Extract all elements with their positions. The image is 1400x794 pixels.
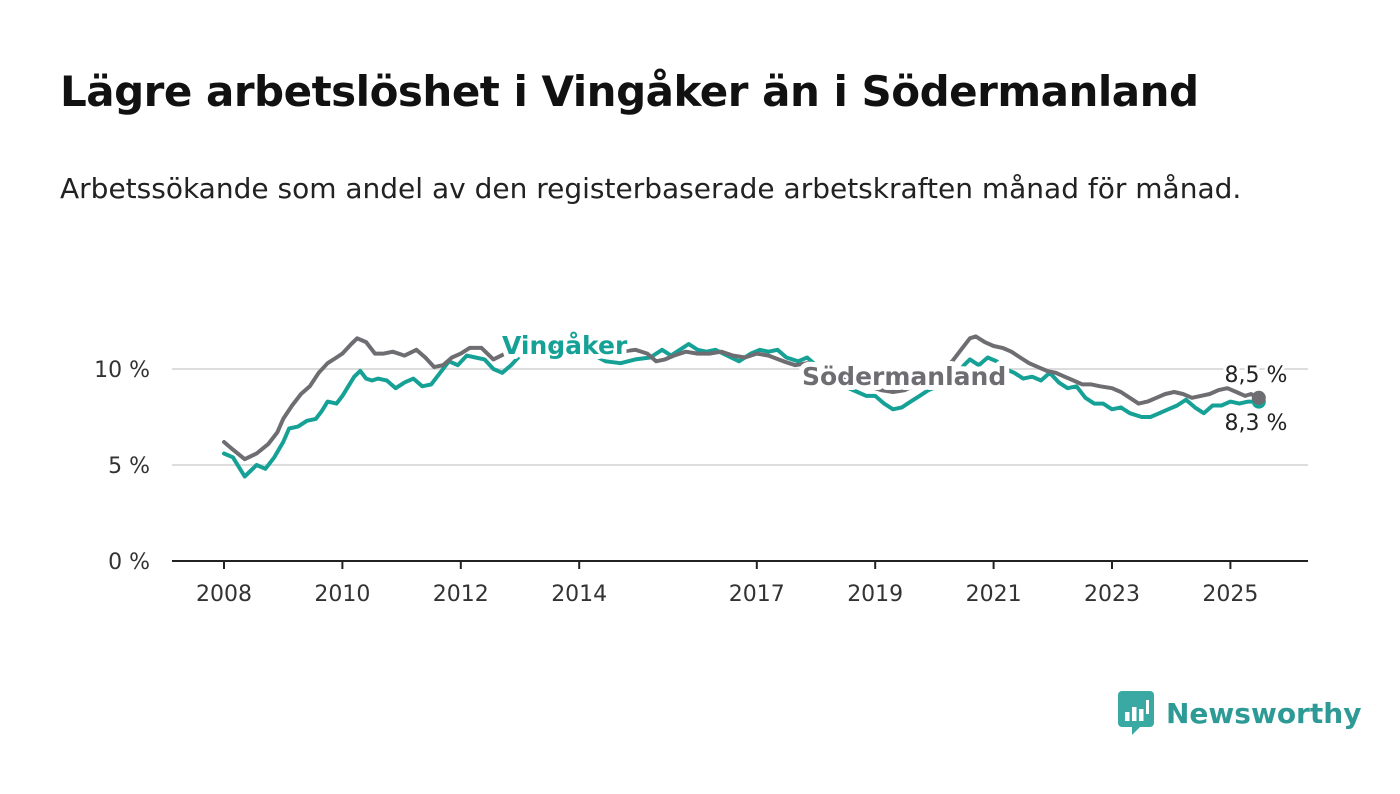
y-tick-label: 5 % bbox=[108, 454, 150, 479]
series-line-sodermanland bbox=[222, 334, 1261, 462]
y-tick-label: 10 % bbox=[94, 358, 150, 383]
newsworthy-logo-icon bbox=[1118, 691, 1154, 735]
series-label-vingaker: Vingåker bbox=[502, 331, 628, 360]
x-tick-label: 2023 bbox=[1084, 582, 1140, 607]
series-label-sodermanland: Södermanland bbox=[802, 362, 1006, 391]
x-tick-label: 2010 bbox=[314, 582, 370, 607]
x-tick-label: 2025 bbox=[1202, 582, 1258, 607]
newsworthy-logo-text: Newsworthy bbox=[1166, 696, 1362, 730]
line-chart: 0 % 5 % 10 % 2008 2010 2012 2014 2017 2019 2021 20… bbox=[94, 331, 1308, 607]
x-tick-label: 2021 bbox=[966, 582, 1022, 607]
x-tick-label: 2012 bbox=[433, 582, 489, 607]
x-tick-label: 2017 bbox=[729, 582, 785, 607]
x-tick-label: 2019 bbox=[847, 582, 903, 607]
series-line-vingaker bbox=[222, 342, 1261, 479]
newsworthy-logo[interactable]: Newsworthy bbox=[1118, 690, 1361, 736]
end-value-label-vingaker: 8,3 % bbox=[1225, 411, 1288, 436]
chart-subtitle: Arbetssökande som andel av den registerb… bbox=[60, 172, 1242, 205]
y-tick-label: 0 % bbox=[108, 550, 150, 575]
chart-title: Lägre arbetslöshet i Vingåker än i Söder… bbox=[60, 67, 1199, 116]
x-tick-label: 2014 bbox=[551, 582, 607, 607]
end-point-sodermanland bbox=[1251, 390, 1266, 405]
end-value-label-sodermanland: 8,5 % bbox=[1225, 363, 1288, 388]
x-tick-label: 2008 bbox=[196, 582, 252, 607]
